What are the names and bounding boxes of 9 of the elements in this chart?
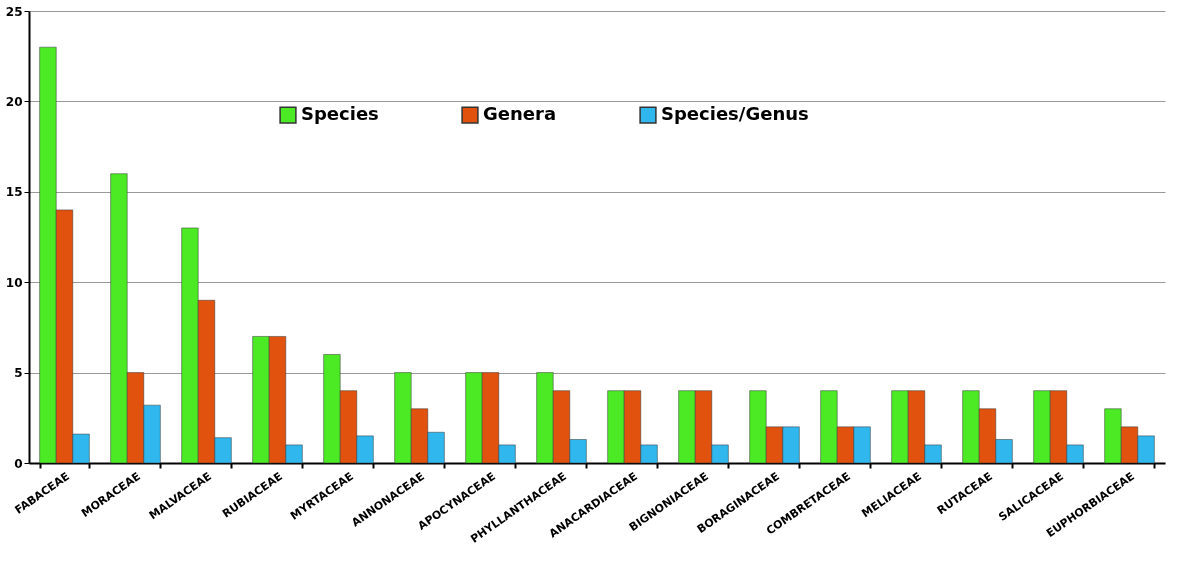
y-tick-label: 0 xyxy=(14,456,23,471)
y-tick-label: 5 xyxy=(14,366,23,381)
legend-label: Species xyxy=(301,103,379,125)
legend-label: Species/Genus xyxy=(661,103,809,125)
y-tick-label: 20 xyxy=(5,94,23,109)
y-tick-label: 15 xyxy=(5,185,23,200)
legend-label: Genera xyxy=(483,103,557,125)
y-tick-label: 25 xyxy=(5,4,23,19)
y-tick-label: 10 xyxy=(5,275,23,290)
